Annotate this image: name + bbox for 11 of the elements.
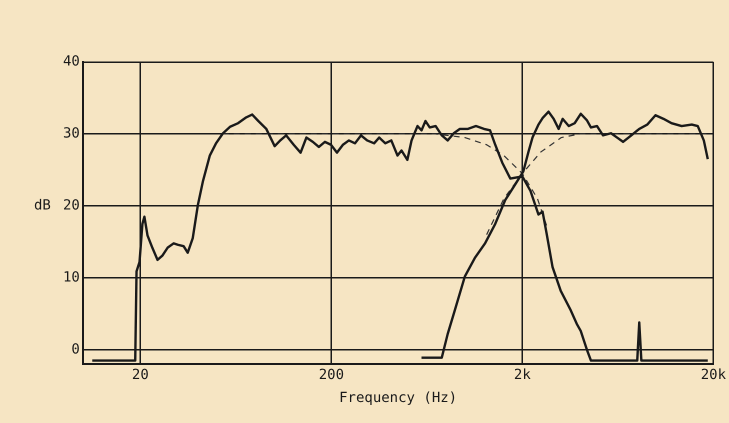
y-tick-label: 0 [71,341,80,358]
y-tick-label: 20 [63,198,80,214]
x-tick-label: 200 [318,367,344,384]
x-axis-title: Frequency (Hz) [339,390,458,406]
y-axis-title: dB [34,198,51,214]
y-tick-label: 30 [63,126,80,142]
x-tick-label: 2k [514,367,532,384]
x-tick-label: 20 [132,367,149,384]
y-tick-label: 40 [63,54,80,70]
x-tick-label: 20k [700,367,727,384]
y-tick-label: 10 [63,270,80,286]
